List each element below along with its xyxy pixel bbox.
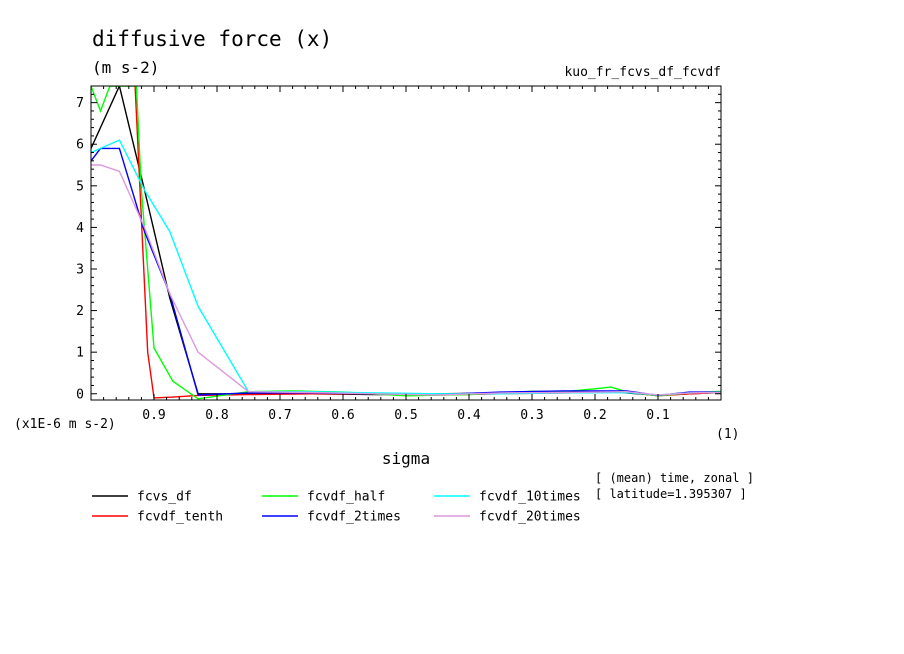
legend-label-fcvdf_half: fcvdf_half <box>307 490 385 505</box>
y-tick-label: 7 <box>76 96 84 111</box>
y-tick-label: 2 <box>76 304 84 319</box>
legend-label-fcvdf_10times: fcvdf_10times <box>479 490 581 505</box>
y-tick-label: 0 <box>76 387 84 402</box>
x-tick-label: 0.4 <box>457 408 481 423</box>
x-tick-label: 0.8 <box>205 408 228 423</box>
y-tick-label: 3 <box>76 262 84 277</box>
y-tick-label: 6 <box>76 138 84 153</box>
legend: fcvs_df fcvdf_tenth fcvdf_half fcvdf_2times… <box>92 490 581 525</box>
series-layer <box>91 86 721 400</box>
legend-label-fcvdf_tenth: fcvdf_tenth <box>137 510 223 525</box>
y-scale-label: (x1E-6 m s-2) <box>14 417 116 432</box>
axis-ticks: 0.9 0.8 0.7 0.6 0.5 0.4 0.3 0.2 0.1 0 1 2 3 4 5 6 7 <box>76 86 721 423</box>
chart-variable-label: kuo_fr_fcvs_df_fcvdf <box>564 65 721 80</box>
x-axis-title: sigma <box>382 449 430 468</box>
series-line-fcvdf_half <box>91 86 721 400</box>
info-line-latitude: [ latitude=1.395307 ] <box>595 487 747 501</box>
legend-label-fcvdf_20times: fcvdf_20times <box>479 510 581 525</box>
y-tick-label: 1 <box>76 346 84 361</box>
x-tick-label: 0.5 <box>394 408 417 423</box>
x-units-label: (1) <box>716 427 739 442</box>
y-tick-label: 4 <box>76 221 84 236</box>
legend-label-fcvs_df: fcvs_df <box>137 490 192 505</box>
x-tick-label: 0.9 <box>142 408 165 423</box>
x-tick-label: 0.1 <box>646 408 669 423</box>
y-tick-label: 5 <box>76 179 84 194</box>
x-tick-label: 0.2 <box>583 408 606 423</box>
series-line-fcvdf_tenth <box>134 86 721 399</box>
legend-label-fcvdf_2times: fcvdf_2times <box>307 510 401 525</box>
chart-title: diffusive force (x) <box>92 27 332 51</box>
x-tick-label: 0.6 <box>331 408 354 423</box>
series-line-fcvdf_20times <box>91 164 721 396</box>
x-tick-label: 0.3 <box>520 408 543 423</box>
info-line-time: [ (mean) time, zonal ] <box>595 471 754 485</box>
series-line-fcvdf_10times <box>91 139 721 396</box>
x-tick-label: 0.7 <box>268 408 291 423</box>
chart-units: (m s-2) <box>92 58 159 77</box>
